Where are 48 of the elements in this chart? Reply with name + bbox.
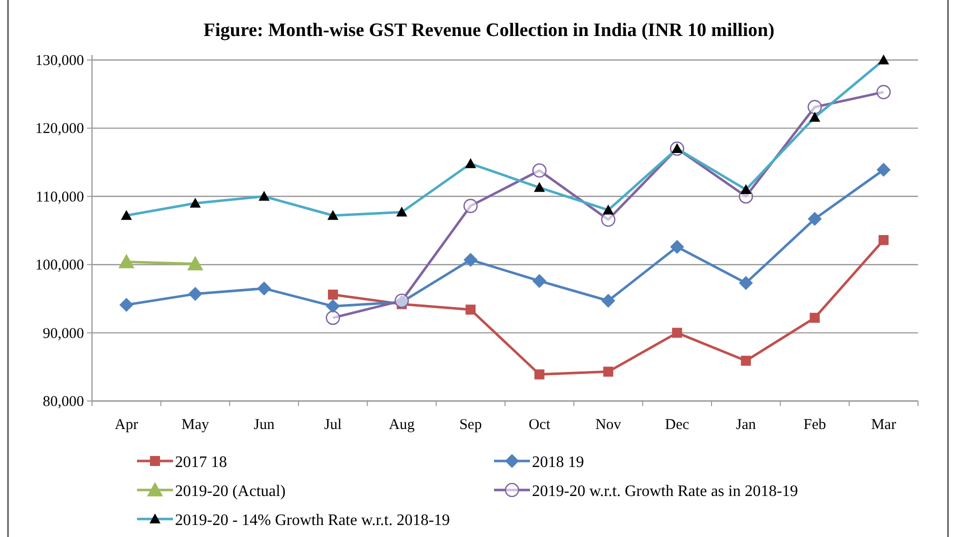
x-tick-label: Jul	[324, 417, 342, 433]
point	[740, 356, 751, 366]
point	[257, 281, 272, 296]
point	[532, 163, 547, 178]
point	[603, 366, 614, 377]
point	[672, 328, 682, 338]
legend-label: 2018 19	[532, 454, 584, 471]
point	[738, 276, 753, 290]
point	[534, 369, 544, 380]
point	[464, 252, 478, 267]
x-tick-label: Jan	[736, 417, 756, 433]
point	[810, 312, 820, 323]
point	[326, 310, 340, 325]
point	[463, 198, 478, 214]
legend-label: 2017 18	[175, 454, 227, 471]
point	[808, 212, 822, 226]
y-tick-label: 90,000	[42, 326, 84, 342]
point	[878, 235, 889, 246]
x-tick-label: Feb	[804, 417, 826, 433]
legend-label: 2019-20 w.r.t. Growth Rate as in 2018-19	[532, 483, 798, 500]
y-tick-label: 130,000	[35, 53, 84, 69]
point	[670, 240, 684, 254]
x-tick-label: Apr	[114, 417, 138, 433]
y-tick-label: 80,000	[42, 394, 84, 410]
x-tick-label: Dec	[665, 417, 690, 433]
y-tick-label: 110,000	[36, 189, 84, 206]
x-tick-label: Jun	[254, 417, 275, 433]
x-tick-label: Oct	[528, 417, 552, 433]
point	[328, 290, 338, 300]
chart-title: Figure: Month-wise GST Revenue Collection in India (INR 10 million)	[204, 20, 774, 41]
x-tick-label: Mar	[871, 417, 896, 433]
legend-label: 2019-20 - 14% Growth Rate w.r.t. 2018-19	[175, 512, 450, 529]
x-tick-label: Sep	[459, 417, 482, 433]
legend-label: 2019-20 (Actual)	[175, 483, 286, 500]
x-tick-label: May	[182, 417, 210, 433]
point	[808, 100, 822, 114]
point	[326, 299, 340, 314]
point	[876, 84, 891, 100]
point	[188, 286, 202, 301]
x-tick-label: Nov	[595, 417, 622, 433]
point	[876, 162, 891, 177]
y-tick-label: 100,000	[35, 258, 84, 274]
point	[119, 298, 134, 312]
x-tick-label: Aug	[388, 417, 416, 433]
point	[601, 294, 616, 308]
point	[532, 274, 546, 288]
point	[466, 304, 476, 315]
y-tick-label: 120,000	[35, 121, 84, 138]
